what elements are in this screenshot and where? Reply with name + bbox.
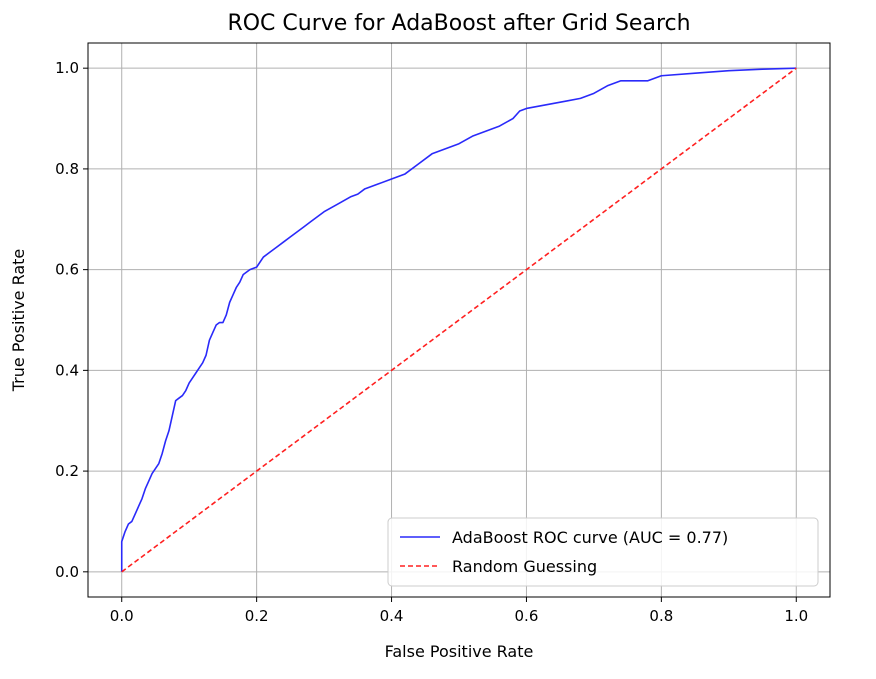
legend-box <box>387 517 819 587</box>
random-guessing-line <box>121 67 797 573</box>
x-tick-label: 0.4 <box>380 607 404 625</box>
x-tick-label: 0.2 <box>245 607 269 625</box>
x-tick-label: 0.6 <box>515 607 539 625</box>
y-tick-label: 0.0 <box>55 563 79 581</box>
legend-label-random: Random Guessing <box>452 557 597 576</box>
x-axis-label: False Positive Rate <box>385 642 534 661</box>
series-layer <box>120 67 797 573</box>
adaboost-roc-line <box>120 67 797 572</box>
legend-label-adaboost: AdaBoost ROC curve (AUC = 0.77) <box>452 528 728 547</box>
y-tick-label: 0.6 <box>55 261 79 279</box>
x-tick-label: 1.0 <box>784 607 808 625</box>
y-tick-label: 0.4 <box>55 361 79 379</box>
y-tick-label: 0.8 <box>55 160 79 178</box>
plot-frame <box>87 42 831 598</box>
grid-lines <box>88 43 830 597</box>
axis-ticks: 0.0 0.2 0.4 0.6 0.8 1.0 0.0 0.2 0.4 0.6 0.8 1.0 <box>55 59 808 625</box>
y-axis-label: True Positive Rate <box>9 249 28 393</box>
legend: AdaBoost ROC curve (AUC = 0.77) Random G… <box>387 517 819 587</box>
chart-title: ROC Curve for AdaBoost after Grid Search <box>227 11 690 36</box>
x-tick-label: 0.0 <box>110 607 134 625</box>
y-tick-label: 1.0 <box>55 59 79 77</box>
y-tick-label: 0.2 <box>55 462 79 480</box>
x-tick-label: 0.8 <box>649 607 673 625</box>
